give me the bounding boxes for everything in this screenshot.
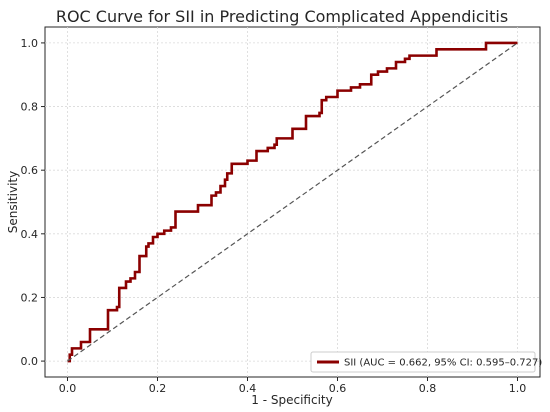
series-layer (67, 41, 518, 363)
y-tick-label: 0.2 (21, 291, 39, 304)
chart-title: ROC Curve for SII in Predicting Complica… (56, 7, 508, 26)
y-tick-label: 0.6 (21, 164, 39, 177)
chance-diagonal-line (67, 42, 518, 362)
roc-curve-line (67, 41, 518, 363)
x-tick-label: 0.2 (149, 382, 167, 395)
y-tick-label: 0.4 (21, 228, 39, 241)
y-tick-label: 1.0 (21, 37, 39, 50)
axis-ticks: 0.0 0.2 0.4 0.6 0.8 1.0 0.0 0.2 0.4 0.6 0.8 1.0 (21, 37, 527, 395)
legend: SII (AUC = 0.662, 95% CI: 0.595–0.727) (310, 351, 542, 373)
x-tick-label: 0.6 (329, 382, 347, 395)
y-tick-label: 0.8 (21, 101, 39, 114)
y-axis-label: Sensitivity (6, 171, 20, 233)
x-tick-label: 0.8 (419, 382, 437, 395)
legend-label: SII (AUC = 0.662, 95% CI: 0.595–0.727) (344, 358, 542, 369)
y-tick-label: 0.0 (21, 355, 39, 368)
x-tick-label: 1.0 (509, 382, 527, 395)
x-tick-label: 0.4 (239, 382, 257, 395)
x-axis-label: 1 - Specificity (251, 393, 332, 407)
x-tick-label: 0.0 (59, 382, 77, 395)
legend-box (310, 351, 536, 373)
